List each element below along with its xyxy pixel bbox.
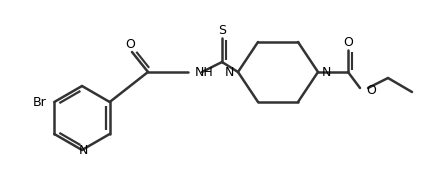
Text: N: N [78, 145, 88, 158]
Text: N: N [225, 66, 234, 78]
Text: O: O [343, 36, 353, 50]
Text: O: O [125, 39, 135, 51]
Text: Br: Br [33, 96, 46, 108]
Text: S: S [218, 25, 226, 37]
Text: N: N [322, 66, 331, 78]
Text: O: O [366, 83, 376, 97]
Text: NH: NH [195, 66, 214, 78]
